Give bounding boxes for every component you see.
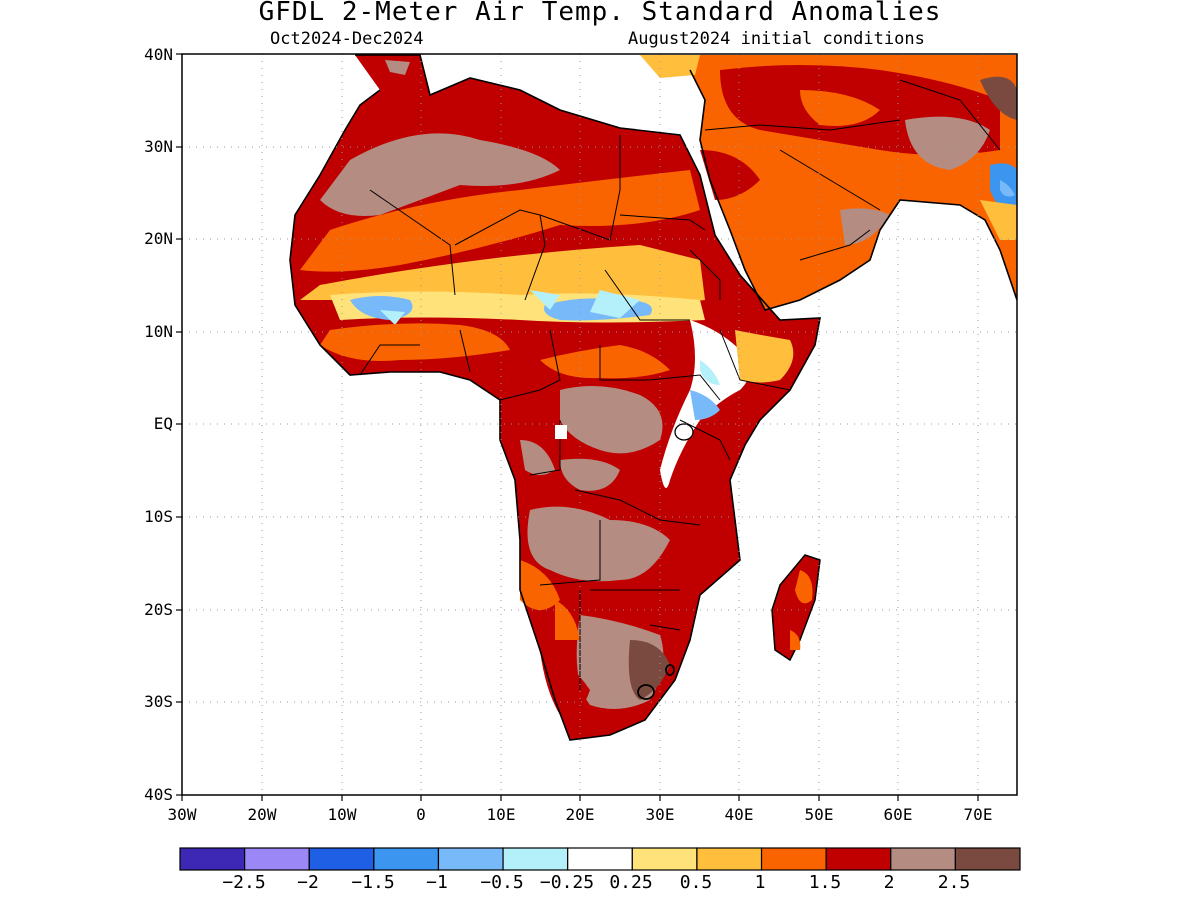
colorbar-swatch: [373, 847, 440, 871]
lat-label-10s: 10S: [144, 507, 173, 526]
colorbar-swatch: [825, 847, 892, 871]
lat-label-20n: 20N: [144, 229, 173, 248]
colorbar-swatch: [631, 847, 698, 871]
lon-label-70e: 70E: [963, 805, 993, 824]
colorbar-label: −1.5: [351, 872, 395, 893]
anomaly-patches: [300, 55, 1017, 716]
lon-label-0: 0: [416, 805, 426, 824]
forecast-period: Oct2024-Dec2024: [270, 29, 424, 49]
colorbar-swatch: [308, 847, 375, 871]
africa-coastline: [289, 54, 821, 741]
lon-label-40e: 40E: [724, 805, 754, 824]
colorbar-swatch: [954, 847, 1021, 871]
map-title: GFDL 2-Meter Air Temp. Standard Anomalie…: [258, 0, 942, 27]
colorbar-label: −1: [426, 872, 448, 893]
colorbar-label: 2: [883, 872, 895, 893]
lat-label-30s: 30S: [144, 692, 173, 711]
lon-label-50e: 50E: [804, 805, 834, 824]
country-borders: [359, 79, 1001, 690]
colorbar-label: 0.5: [679, 872, 713, 893]
initial-conditions: August2024 initial conditions: [628, 29, 925, 49]
lat-label-40n: 40N: [144, 45, 173, 64]
lat-label-10n: 10N: [144, 322, 173, 341]
colorbar-swatch: [502, 847, 569, 871]
colorbar-label: −2: [297, 872, 319, 893]
lon-label-30e: 30E: [645, 805, 675, 824]
colorbar-label: 1.5: [808, 872, 842, 893]
colorbar-label: −0.25: [539, 872, 595, 893]
colorbar-swatch: [244, 847, 310, 871]
lon-label-20w: 20W: [247, 805, 277, 824]
colorbar-label: 0.25: [609, 872, 653, 893]
colorbar-label: −2.5: [222, 872, 266, 893]
tick-marks: [176, 53, 979, 801]
missing-data-patch: [555, 425, 567, 439]
lon-label-30w: 30W: [167, 805, 197, 824]
colorbar-label: 2.5: [937, 872, 971, 893]
colorbar-label: −0.5: [480, 872, 524, 893]
lat-label-20s: 20S: [144, 600, 173, 619]
colorbar-swatch: [179, 847, 246, 871]
lat-label-30n: 30N: [144, 137, 173, 156]
colorbar-swatch: [890, 847, 956, 871]
eswatini-outline: [665, 664, 675, 676]
lon-label-10w: 10W: [327, 805, 357, 824]
colorbar-swatch: [760, 847, 827, 871]
lat-label-40s: 40S: [144, 785, 173, 804]
lake-victoria: [674, 423, 694, 441]
colorbar-swatch: [696, 847, 763, 871]
arabia-coastline: [689, 69, 1017, 311]
lon-label-60e: 60E: [883, 805, 913, 824]
colorbar-label: 1: [754, 872, 766, 893]
lat-label-eq: EQ: [153, 414, 173, 433]
colorbar: [179, 847, 1021, 871]
lon-label-20e: 20E: [565, 805, 595, 824]
colorbar-swatch: [567, 847, 633, 871]
lon-label-10e: 10E: [486, 805, 516, 824]
lesotho-outline: [637, 684, 655, 700]
colorbar-swatch: [437, 847, 504, 871]
